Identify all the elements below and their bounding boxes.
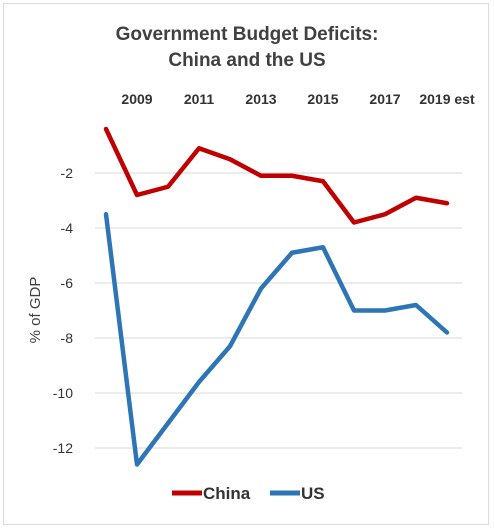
y-tick-label: -8 (61, 330, 74, 346)
x-tick-label: 2013 (245, 91, 276, 107)
y-axis-ticks: -2 -4 -6 -8 -10 -12 (53, 165, 73, 456)
legend: China US (172, 484, 325, 503)
y-tick-label: -10 (53, 385, 73, 401)
series-lines (103, 126, 450, 467)
legend-label-china: China (203, 484, 251, 503)
gridlines (95, 172, 462, 449)
x-tick-label: 2017 (369, 91, 400, 107)
y-tick-label: -4 (61, 220, 74, 236)
y-tick-label: -12 (53, 440, 73, 456)
legend-label-us: US (301, 484, 325, 503)
x-axis-ticks: 2009 2011 2013 2015 2017 2019 est (121, 91, 475, 107)
chart-title-block: Government Budget Deficits: China and th… (0, 22, 494, 74)
chart-title: Government Budget Deficits: (115, 24, 379, 45)
x-tick-label: 2019 est (419, 91, 475, 107)
series-line-china (103, 126, 450, 225)
chart-subtitle: China and the US (168, 50, 326, 71)
x-tick-label: 2009 (121, 91, 152, 107)
y-tick-label: -6 (61, 275, 74, 291)
y-tick-label: -2 (61, 165, 74, 181)
series-line-us (103, 212, 450, 467)
x-tick-label: 2015 (307, 91, 338, 107)
chart-frame (3, 3, 489, 525)
y-axis-label: % of GDP (27, 277, 44, 344)
x-tick-label: 2011 (184, 91, 215, 107)
